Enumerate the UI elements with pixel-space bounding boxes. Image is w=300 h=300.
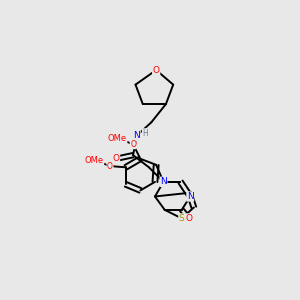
Text: O: O [130, 140, 136, 149]
Text: O: O [153, 65, 160, 74]
Text: OMe: OMe [85, 155, 104, 164]
Text: OMe: OMe [108, 134, 127, 142]
Text: S: S [160, 177, 166, 186]
Text: O: O [112, 154, 120, 163]
Text: O: O [107, 162, 113, 171]
Text: N: N [160, 177, 167, 186]
Text: S: S [179, 214, 184, 223]
Text: H: H [142, 129, 148, 138]
Text: O: O [185, 214, 193, 223]
Text: N: N [134, 131, 140, 140]
Text: N: N [187, 192, 194, 201]
